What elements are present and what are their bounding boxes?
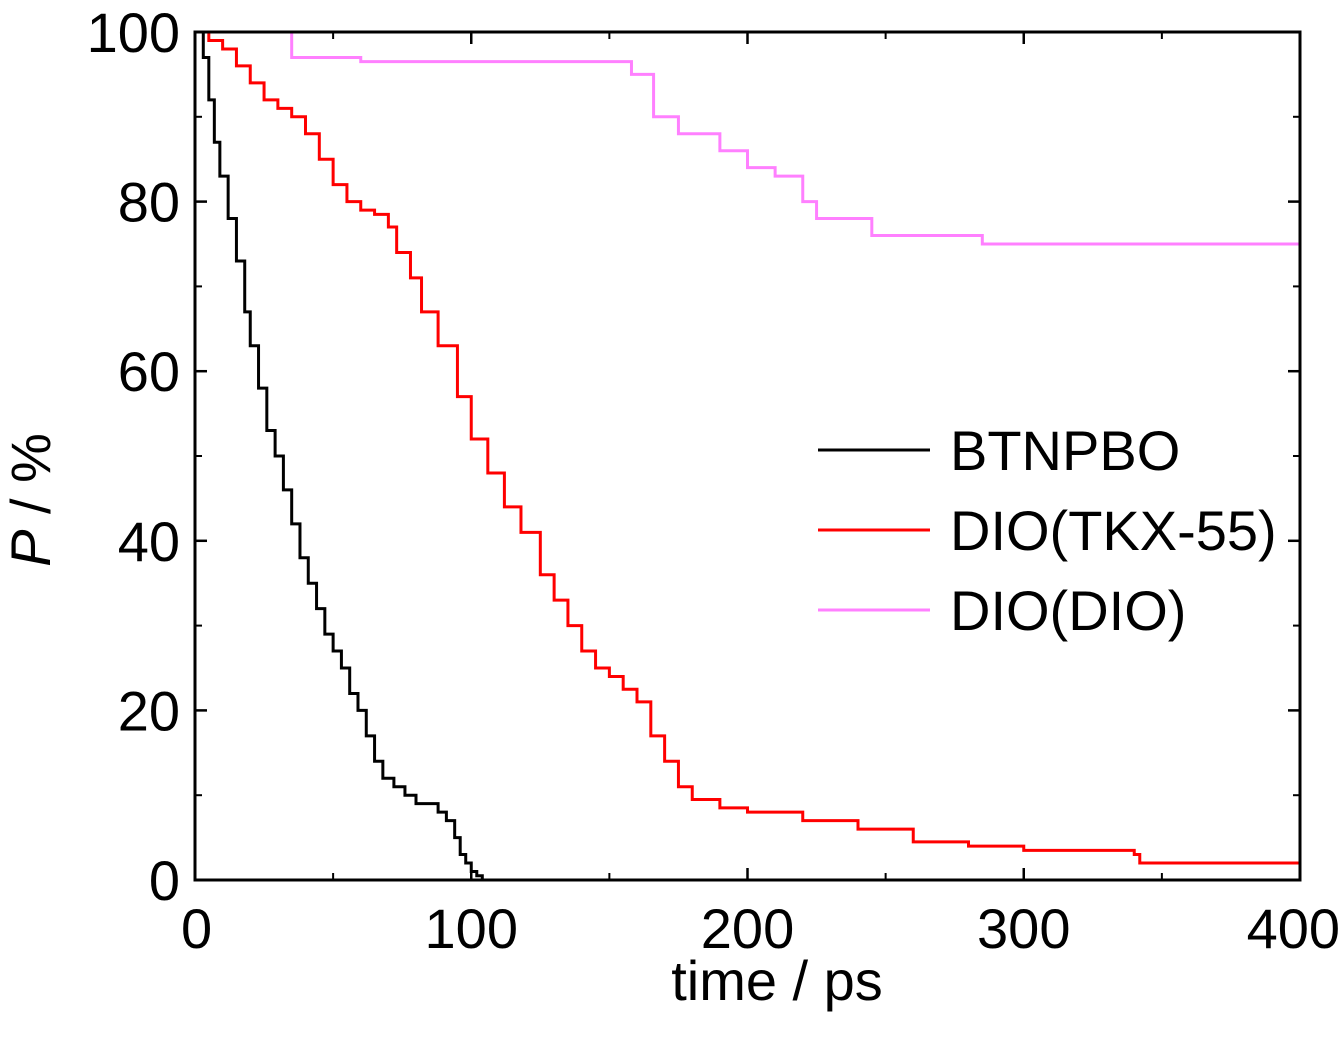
series-line-2	[195, 30, 1300, 246]
x-tick-label: 400	[1247, 897, 1340, 960]
series-line-1	[195, 30, 1300, 865]
legend-label: BTNPBO	[950, 419, 1180, 482]
y-axis-unit: / %	[0, 433, 62, 529]
y-tick-label: 60	[118, 340, 180, 403]
y-axis: 0 20 40 60 80 100	[87, 1, 1300, 912]
y-tick-label: 100	[87, 1, 180, 64]
y-tick-label: 20	[118, 679, 180, 742]
y-axis-symbol: P	[0, 530, 62, 567]
legend: BTNPBO DIO(TKX-55) DIO(DIO)	[818, 419, 1277, 642]
x-tick-label: 300	[977, 897, 1070, 960]
x-axis: 0 100 200 300 400	[181, 32, 1340, 960]
series-line-0	[195, 30, 484, 880]
x-axis-title: time / ps	[671, 949, 883, 1012]
x-tick-label: 200	[701, 897, 794, 960]
y-tick-label: 80	[118, 171, 180, 234]
x-tick-label: 100	[425, 897, 518, 960]
series-layer	[195, 30, 1300, 880]
legend-label: DIO(DIO)	[950, 579, 1186, 642]
x-tick-label: 0	[181, 897, 212, 960]
legend-label: DIO(TKX-55)	[950, 499, 1277, 562]
y-axis-title: P / %	[0, 433, 62, 567]
y-tick-label: 40	[118, 510, 180, 573]
y-tick-label: 0	[149, 849, 180, 912]
